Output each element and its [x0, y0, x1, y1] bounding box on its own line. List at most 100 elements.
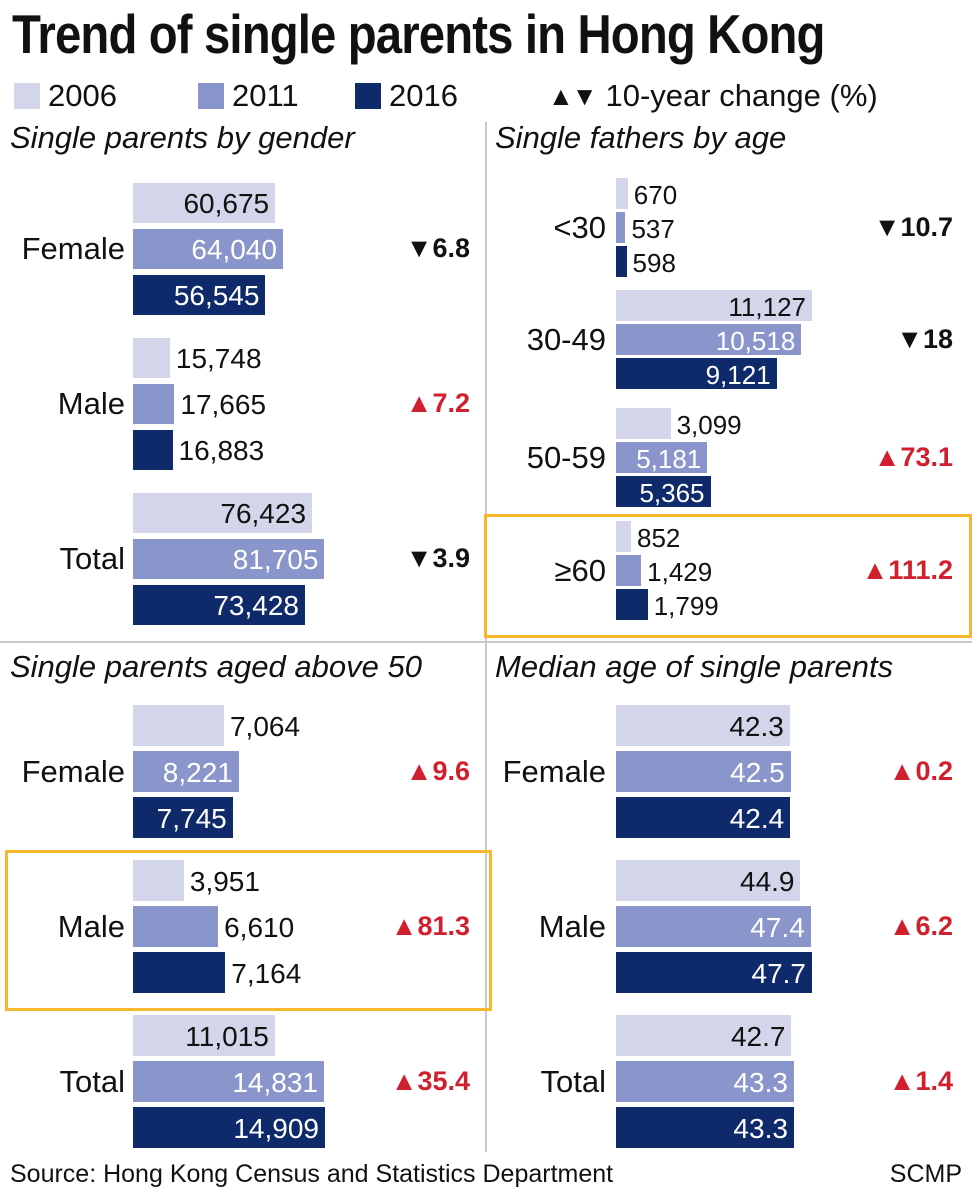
category-label: Male [57, 908, 125, 944]
bar-2006 [133, 705, 224, 746]
triangle-up-icon: ▲ [390, 910, 418, 941]
panel-title-above-50: Single parents aged above 50 [10, 649, 422, 684]
data-label: 5,181 [636, 443, 702, 474]
legend-item-2016: 2016 [355, 78, 458, 114]
change-text: 3.9 [432, 543, 470, 573]
data-label: 73,428 [213, 590, 299, 621]
data-label: 76,423 [220, 498, 307, 529]
triangle-down-icon: ▼ [405, 233, 433, 263]
data-label: 56,545 [173, 280, 260, 311]
legend-swatch-2011 [198, 83, 224, 109]
bar-2011 [616, 212, 626, 243]
bar-2011 [133, 751, 239, 792]
category-label: 50-59 [526, 439, 606, 475]
data-label: 43.3 [733, 1066, 788, 1098]
bar-2006 [616, 521, 631, 552]
data-label: 17,665 [180, 389, 267, 420]
bar-2006 [133, 183, 276, 223]
bar-2011 [616, 324, 802, 355]
triangle-up-icon: ▲ [888, 910, 916, 941]
bar-2006 [133, 1015, 275, 1056]
triangle-up-icon: ▲ [888, 1065, 916, 1096]
data-label: 9,121 [705, 359, 771, 390]
bar-2016 [133, 797, 233, 838]
category-label: Total [59, 1063, 125, 1099]
change-text: 9.6 [432, 755, 470, 786]
data-label: 42.7 [730, 1020, 786, 1052]
data-label: 44.9 [740, 865, 795, 897]
change-text: 81.3 [417, 910, 470, 941]
legend-item-change: ▲▼ 10-year change (%) [548, 78, 878, 114]
bar-2016 [616, 1107, 794, 1148]
data-label: 3,099 [676, 409, 742, 440]
bar-2016 [616, 246, 627, 277]
bar-2006 [616, 1015, 792, 1056]
data-label: 10,518 [715, 325, 796, 356]
data-label: 3,951 [189, 865, 260, 897]
bar-2006 [616, 178, 628, 209]
credit: SCMP [889, 1160, 962, 1188]
bar-2006 [616, 705, 790, 746]
bar-2016 [616, 476, 711, 507]
category-label: Total [59, 541, 125, 576]
bar-2011 [616, 751, 791, 792]
data-label: 14,909 [233, 1112, 319, 1144]
data-label: 11,127 [728, 291, 806, 322]
data-label: 42.4 [729, 802, 785, 834]
bar-2006 [616, 290, 812, 321]
bar-2011 [616, 906, 811, 947]
source-note: Source: Hong Kong Census and Statistics … [10, 1160, 614, 1188]
bar-2016 [133, 430, 173, 470]
category-label: Total [540, 1063, 606, 1099]
legend-label: 2006 [48, 78, 117, 113]
change-text: 1.4 [915, 1065, 953, 1096]
legend-item-2006: 2006 [14, 78, 117, 114]
change-value: ▼10.7 [874, 212, 953, 243]
triangle-up-icon: ▲ [873, 441, 901, 472]
panel-title-median-age: Median age of single parents [495, 649, 894, 684]
bar-2006 [133, 493, 312, 533]
change-value: ▲0.2 [889, 756, 953, 787]
horizontal-divider [0, 641, 972, 643]
data-label: 60,675 [183, 188, 270, 219]
bar-2011 [616, 1061, 794, 1102]
bar-2016 [616, 589, 648, 620]
bar-2006 [133, 338, 170, 378]
change-text: 35.4 [417, 1065, 470, 1096]
category-label: Male [57, 386, 125, 421]
bar-2011 [133, 906, 219, 947]
bar-2011 [133, 384, 175, 424]
change-value: ▲1.4 [889, 1066, 953, 1097]
bar-2016 [133, 585, 305, 625]
highlight-box [484, 514, 972, 638]
change-value: ▲35.4 [391, 1066, 470, 1097]
data-label: 7,164 [231, 957, 302, 989]
bar-2016 [616, 952, 812, 993]
triangle-up-icon: ▲ [405, 755, 433, 786]
bar-2006 [616, 408, 671, 439]
change-value: ▲81.3 [391, 911, 470, 942]
triangle-up-icon: ▲ [888, 755, 916, 786]
bar-2011 [133, 1061, 324, 1102]
triangle-up-icon: ▲ [405, 388, 433, 418]
category-label: <30 [553, 209, 606, 245]
triangle-up-icon: ▲ [861, 554, 889, 585]
change-value: ▲111.2 [862, 555, 953, 586]
data-label: 47.4 [750, 911, 805, 943]
data-label: 1,799 [653, 590, 719, 621]
change-text: 73.1 [900, 441, 953, 472]
data-label: 5,365 [639, 477, 705, 508]
category-label: Female [502, 753, 606, 789]
change-value: ▲73.1 [874, 442, 953, 473]
change-text: 111.2 [888, 554, 953, 585]
legend-label: 2016 [389, 78, 458, 113]
bar-2011 [133, 539, 325, 579]
data-label: 64,040 [191, 234, 277, 265]
data-label: 11,015 [185, 1020, 269, 1052]
change-text: 18 [922, 323, 953, 354]
data-label: 42.3 [729, 710, 784, 742]
data-label: 537 [631, 213, 675, 244]
data-label: 16,883 [178, 435, 265, 466]
bar-2006 [616, 860, 801, 901]
